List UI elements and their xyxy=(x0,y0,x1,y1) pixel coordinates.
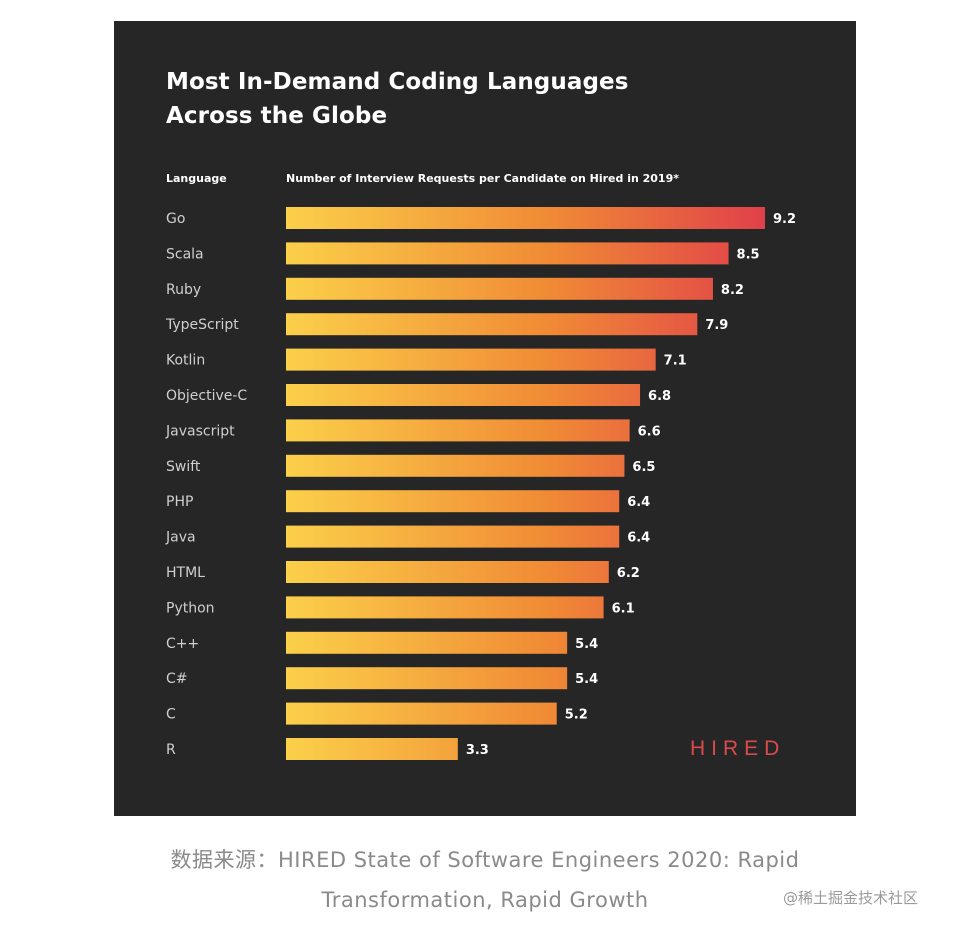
value-label: 6.6 xyxy=(638,424,661,439)
value-label: 7.1 xyxy=(664,354,687,369)
value-label: 5.2 xyxy=(565,708,588,723)
category-label: R xyxy=(166,742,176,758)
value-label: 6.4 xyxy=(627,531,650,546)
bar xyxy=(286,277,713,300)
bar xyxy=(286,596,604,619)
bar xyxy=(286,631,568,654)
bar xyxy=(286,419,630,442)
metric-column-header: Number of Interview Requests per Candida… xyxy=(286,172,679,185)
source-caption-line2: Transformation, Rapid Growth xyxy=(321,888,649,912)
bar xyxy=(286,384,641,406)
category-label: Javascript xyxy=(165,423,235,439)
bar xyxy=(286,667,568,690)
category-label: C# xyxy=(166,671,188,687)
value-label: 5.4 xyxy=(575,637,598,652)
category-label: Python xyxy=(166,600,215,616)
category-label: Java xyxy=(165,530,196,546)
value-label: 6.8 xyxy=(648,389,671,404)
category-label: HTML xyxy=(166,565,205,581)
category-label: Kotlin xyxy=(166,353,205,369)
category-label: TypeScript xyxy=(165,317,239,333)
source-caption-line1: 数据来源：HIRED State of Software Engineers 2… xyxy=(170,848,800,872)
chart-title-line1: Most In-Demand Coding Languages xyxy=(166,69,629,95)
category-label: Swift xyxy=(166,459,201,475)
value-label: 6.4 xyxy=(627,495,650,510)
bar xyxy=(286,738,458,760)
value-label: 8.5 xyxy=(737,247,760,262)
bar xyxy=(286,207,765,229)
bar xyxy=(286,490,620,513)
category-label: Ruby xyxy=(166,282,201,298)
category-label: PHP xyxy=(166,494,193,510)
chart-title-line2: Across the Globe xyxy=(166,103,388,129)
bar xyxy=(286,242,729,265)
bar xyxy=(286,525,620,548)
chart-panel: Most In-Demand Coding Languages Across t… xyxy=(114,21,856,816)
category-label: Scala xyxy=(166,246,204,262)
category-label: C xyxy=(166,707,176,723)
bar-chart: Go 9.2 Scala 8.5 Ruby 8.2 TypeScript 7.9 Kotlin 7… xyxy=(165,207,796,760)
chart-title: Most In-Demand Coding Languages Across t… xyxy=(166,65,629,133)
bar xyxy=(286,702,557,725)
value-label: 6.5 xyxy=(632,460,655,475)
value-label: 6.1 xyxy=(612,601,635,616)
watermark: @稀土掘金技术社区 xyxy=(783,889,919,907)
value-label: 3.3 xyxy=(466,743,489,758)
hired-logo: HIRED xyxy=(690,737,786,760)
value-label: 8.2 xyxy=(721,283,744,298)
bar xyxy=(286,313,698,336)
bar xyxy=(286,454,625,477)
source-caption: 数据来源：HIRED State of Software Engineers 2… xyxy=(0,840,970,920)
value-label: 5.4 xyxy=(575,672,598,687)
value-label: 7.9 xyxy=(705,318,728,333)
category-label: Objective-C xyxy=(166,388,247,404)
category-label: C++ xyxy=(166,636,199,652)
value-label: 6.2 xyxy=(617,566,640,581)
language-column-header: Language xyxy=(166,172,227,185)
category-label: Go xyxy=(166,211,185,227)
bar xyxy=(286,348,656,371)
value-label: 9.2 xyxy=(773,212,796,227)
bar xyxy=(286,561,609,583)
